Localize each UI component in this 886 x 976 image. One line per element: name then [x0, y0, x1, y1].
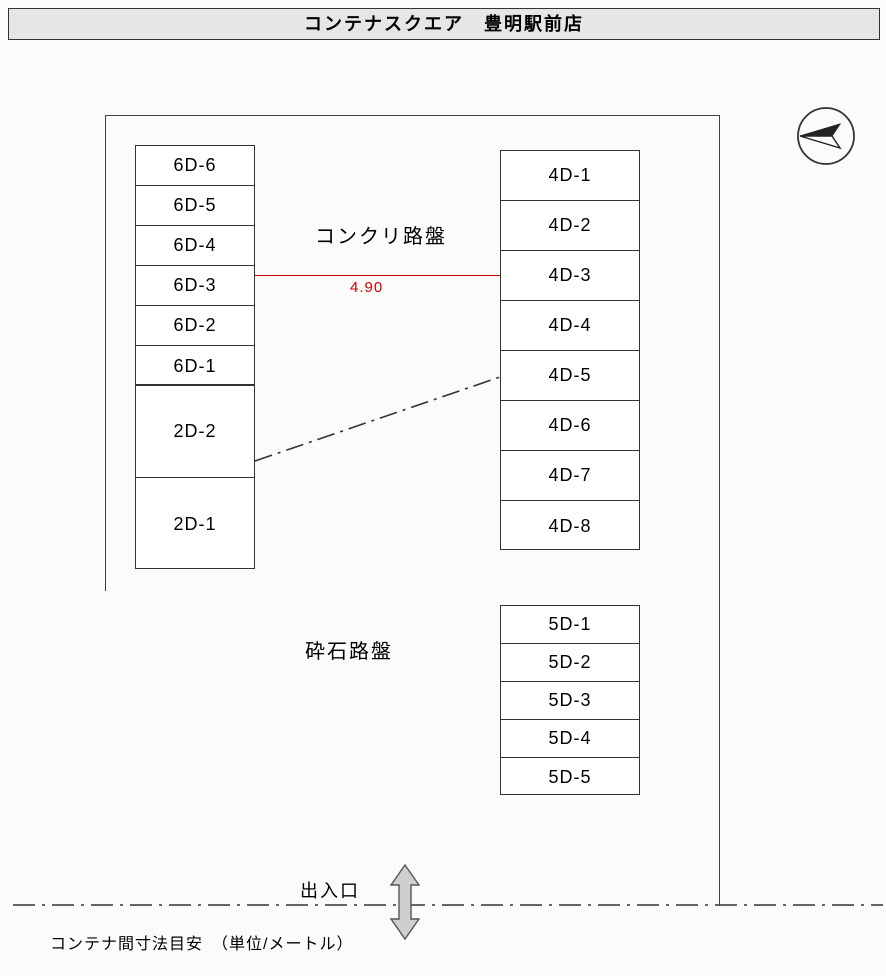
page-root: コンテナスクエア 豊明駅前店 6D-66D-56D-46D-36D-26D-1 …	[0, 0, 886, 976]
footer-note: コンテナ間寸法目安 （単位/メートル）	[50, 930, 353, 954]
site-plan: 6D-66D-56D-46D-36D-26D-1 2D-22D-1 4D-14D…	[105, 115, 720, 905]
entrance-label: 出入口	[300, 877, 360, 903]
title-bar: コンテナスクエア 豊明駅前店	[8, 8, 880, 40]
baseline-dashdot	[13, 115, 883, 915]
title-text: コンテナスクエア 豊明駅前店	[304, 14, 584, 34]
entrance-arrow-icon	[385, 863, 425, 941]
